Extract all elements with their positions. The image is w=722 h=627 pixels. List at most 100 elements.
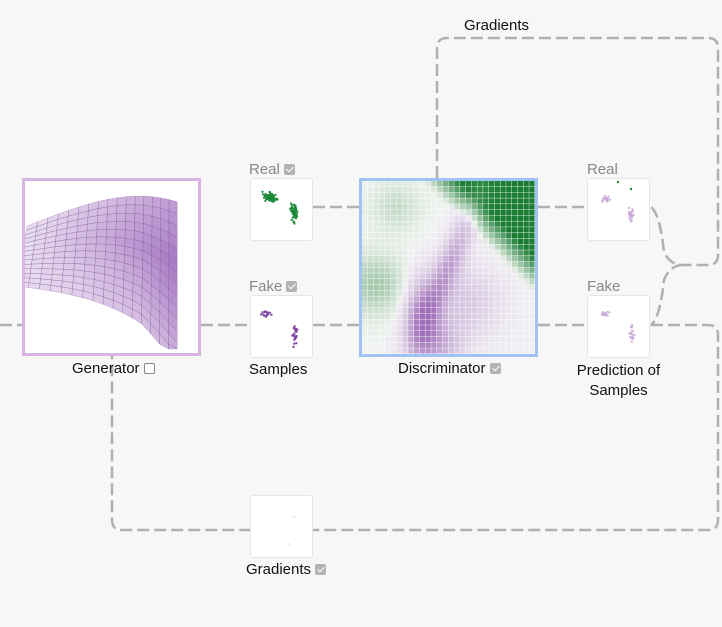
heatmap-cell (431, 302, 437, 308)
manifold-cell (85, 243, 97, 252)
heatmap-cell (373, 290, 379, 296)
heatmap-cell (465, 209, 472, 216)
heatmap-cell (471, 342, 477, 348)
heatmap-cell (500, 215, 506, 221)
manifold-cell (74, 257, 86, 265)
heatmap-cell (465, 186, 472, 193)
heatmap-cell (436, 261, 443, 268)
heatmap-cell (460, 330, 466, 337)
manifold-cell (41, 263, 54, 270)
sample-dot (273, 198, 277, 202)
heatmap-cell (367, 307, 374, 314)
manifold-cell (75, 243, 87, 252)
heatmap-cell (367, 330, 374, 337)
heatmap-cell (419, 181, 426, 187)
sample-dot (261, 190, 264, 193)
gradients-checkbox[interactable] (315, 564, 327, 575)
heatmap-cell (373, 186, 379, 193)
heatmap-cell (442, 290, 449, 296)
heatmap-cell (402, 186, 408, 193)
heatmap-cell (408, 215, 414, 221)
heatmap-cell (523, 325, 529, 331)
heatmap-cell (390, 302, 397, 308)
heatmap-cell (373, 342, 379, 348)
heatmap-cell (511, 336, 518, 343)
manifold-cell (105, 236, 116, 246)
heatmap-cell (517, 342, 524, 348)
heatmap-cell (506, 330, 512, 337)
heatmap-cell (454, 232, 460, 239)
heatmap-cell (517, 198, 524, 204)
gradients-bottom-label[interactable]: Gradients (246, 561, 327, 578)
real-samples-label[interactable]: Real (249, 161, 295, 178)
real-samples-checkbox[interactable] (283, 164, 295, 175)
real-samples-thumb (250, 178, 313, 241)
heatmap-cell (431, 250, 437, 256)
manifold-cell (125, 195, 136, 206)
heatmap-cell (402, 325, 408, 331)
heatmap-cell (465, 232, 472, 239)
discriminator-panel[interactable] (359, 178, 538, 357)
heatmap-cell (379, 192, 385, 198)
heatmap-cell (402, 336, 408, 343)
heatmap-cell (373, 267, 379, 273)
fake-samples-checkbox[interactable] (286, 281, 298, 292)
heatmap-cell (408, 238, 414, 245)
heatmap-cell (442, 250, 449, 256)
manifold-cell (50, 285, 62, 294)
heatmap-cell (483, 348, 489, 354)
heatmap-cell (454, 273, 460, 279)
fake-prediction-thumb (587, 295, 650, 358)
heatmap-cell (373, 307, 379, 314)
discriminator-checkbox[interactable] (489, 363, 501, 374)
heatmap-cell (402, 302, 408, 308)
heatmap-cell (465, 296, 472, 302)
heatmap-cell (517, 325, 524, 331)
heatmap-cell (425, 330, 431, 337)
heatmap-cell (442, 336, 449, 343)
generator-label[interactable]: Generator (72, 360, 155, 377)
manifold-cell (143, 195, 153, 207)
heatmap-cell (436, 209, 443, 216)
heatmap-cell (396, 284, 402, 291)
heatmap-cell (494, 336, 500, 343)
heatmap-cell (460, 244, 466, 250)
heatmap-cell (425, 336, 431, 343)
heatmap-cell (390, 284, 397, 291)
generator-panel[interactable] (22, 178, 201, 356)
heatmap-cell (465, 302, 472, 308)
heatmap-cell (488, 284, 495, 291)
heatmap-cell (448, 181, 454, 187)
heatmap-cell (494, 238, 500, 245)
heatmap-cell (465, 244, 472, 250)
heatmap-cell (488, 348, 495, 354)
heatmap-cell (367, 302, 374, 308)
manifold-cell (115, 229, 126, 239)
heatmap-cell (396, 302, 402, 308)
heatmap-cell (396, 232, 402, 239)
heatmap-cell (419, 267, 426, 273)
heatmap-cell (419, 290, 426, 296)
heatmap-cell (367, 215, 374, 221)
heatmap-cell (442, 279, 449, 285)
heatmap-cell (517, 330, 524, 337)
heatmap-cell (373, 227, 379, 233)
heatmap-cell (413, 279, 420, 285)
sample-dot (605, 198, 609, 201)
heatmap-cell (442, 232, 449, 239)
heatmap-cell (425, 284, 431, 291)
heatmap-cell (465, 325, 472, 331)
heatmap-cell (402, 238, 408, 245)
sample-dot (266, 197, 269, 200)
heatmap-cell (506, 238, 512, 245)
heatmap-cell (500, 342, 506, 348)
heatmap-cell (523, 244, 529, 250)
discriminator-label[interactable]: Discriminator (398, 360, 501, 377)
heatmap-cell (494, 215, 500, 221)
generator-checkbox[interactable] (143, 363, 155, 374)
heatmap-cell (506, 279, 512, 285)
fake-samples-label[interactable]: Fake (249, 278, 298, 295)
heatmap-cell (488, 186, 495, 193)
heatmap-cell (367, 261, 374, 268)
generator-manifold-plot (25, 195, 178, 350)
